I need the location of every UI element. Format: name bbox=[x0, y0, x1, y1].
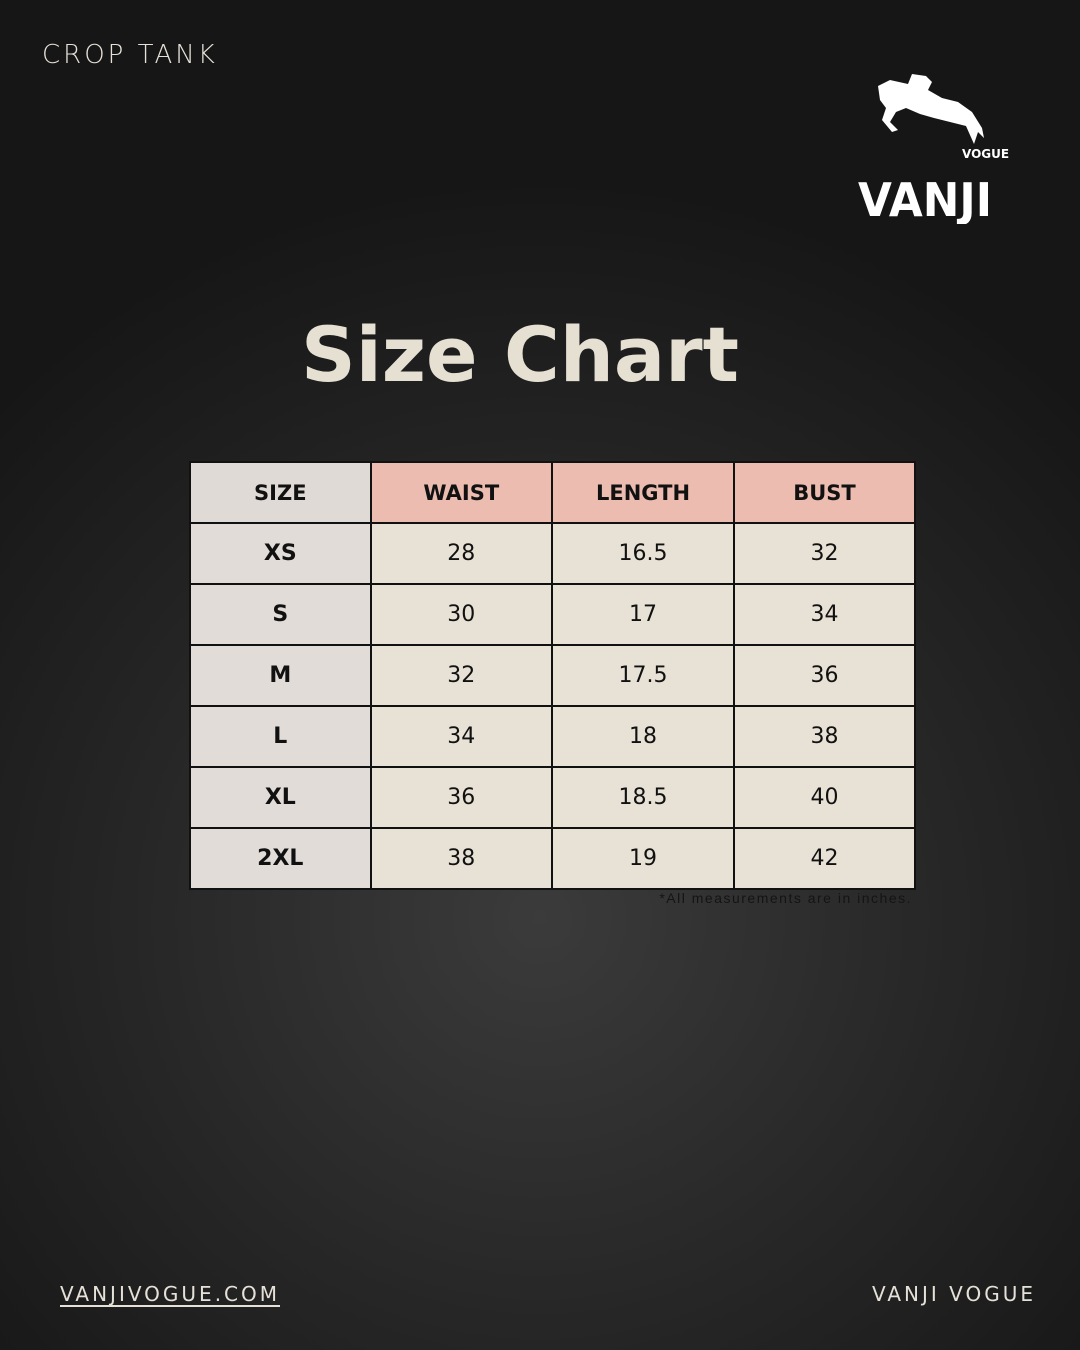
measurement-cell: 17 bbox=[550, 583, 736, 646]
measurement-cell: 32 bbox=[369, 644, 554, 707]
table-row: XL 36 18.5 40 bbox=[189, 766, 916, 829]
measurement-cell: 36 bbox=[733, 644, 916, 707]
size-cell: S bbox=[189, 583, 372, 646]
measurement-cell: 34 bbox=[733, 583, 916, 646]
size-cell: XS bbox=[189, 522, 372, 585]
column-header: SIZE bbox=[189, 461, 372, 524]
table-header-row: SIZE WAIST LENGTH BUST bbox=[189, 461, 916, 524]
table-row: L 34 18 38 bbox=[189, 705, 916, 768]
column-header: BUST bbox=[733, 461, 916, 524]
measurement-cell: 38 bbox=[733, 705, 916, 768]
table-row: M 32 17.5 36 bbox=[189, 644, 916, 707]
measurement-cell: 28 bbox=[369, 522, 554, 585]
horse-rider-icon bbox=[878, 74, 984, 144]
measurement-cell: 18 bbox=[550, 705, 736, 768]
size-cell: XL bbox=[189, 766, 372, 829]
size-table: SIZE WAIST LENGTH BUST XS 28 16.5 32 S 30 17 34… bbox=[189, 461, 916, 890]
brand-name: VANJI VOGUE bbox=[871, 1282, 1036, 1306]
svg-text:VANJI: VANJI bbox=[858, 173, 992, 224]
page-title: Size Chart bbox=[300, 310, 739, 399]
measurement-cell: 18.5 bbox=[550, 766, 736, 829]
column-header: WAIST bbox=[369, 461, 554, 524]
size-cell: 2XL bbox=[189, 827, 372, 890]
product-name: CROP TANK bbox=[42, 40, 218, 70]
measurement-cell: 17.5 bbox=[550, 644, 736, 707]
measurement-cell: 32 bbox=[733, 522, 916, 585]
vanji-vogue-logo: VOGUE VANJI bbox=[858, 74, 1009, 224]
size-cell: L bbox=[189, 705, 372, 768]
size-cell: M bbox=[189, 644, 372, 707]
measurement-cell: 19 bbox=[550, 827, 736, 890]
measurement-cell: 30 bbox=[369, 583, 554, 646]
table-row: XS 28 16.5 32 bbox=[189, 522, 916, 585]
measurement-cell: 42 bbox=[733, 827, 916, 890]
measurement-cell: 40 bbox=[733, 766, 916, 829]
measurement-cell: 38 bbox=[369, 827, 554, 890]
svg-text:VOGUE: VOGUE bbox=[962, 147, 1009, 161]
table-row: 2XL 38 19 42 bbox=[189, 827, 916, 890]
measurement-cell: 34 bbox=[369, 705, 554, 768]
measurement-cell: 16.5 bbox=[550, 522, 736, 585]
measurement-cell: 36 bbox=[369, 766, 554, 829]
measurement-note: *All measurements are in inches. bbox=[659, 890, 912, 906]
column-header: LENGTH bbox=[550, 461, 736, 524]
website-link[interactable]: VANJIVOGUE.COM bbox=[60, 1282, 281, 1306]
table-row: S 30 17 34 bbox=[189, 583, 916, 646]
